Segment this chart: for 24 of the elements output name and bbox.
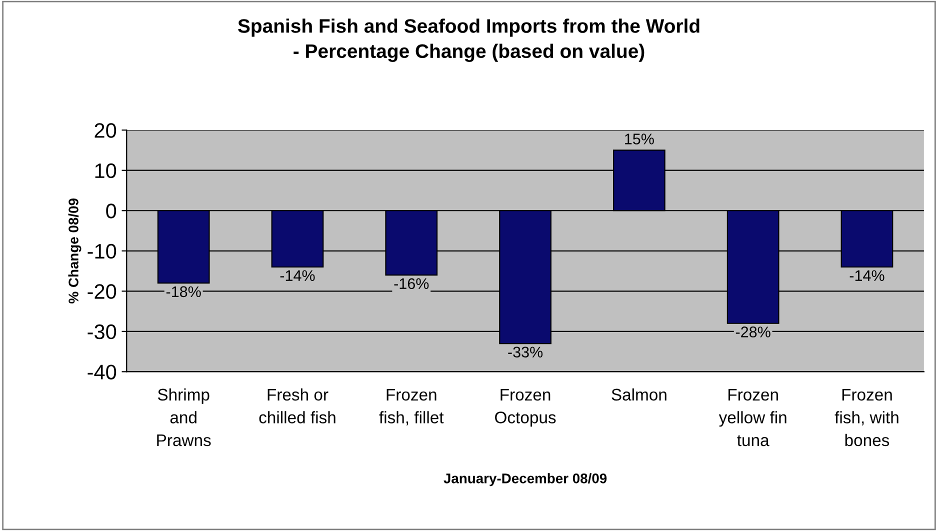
y-tick-label: 20 xyxy=(94,123,116,138)
x-tick-label: Frozen fish, fillet xyxy=(379,388,444,426)
data-label: -28% xyxy=(736,326,770,338)
x-tick-label: Salmon xyxy=(612,388,666,401)
x-tick-label: Shrimp and Prawns xyxy=(157,388,211,446)
x-axis-title: January-December 08/09 xyxy=(444,473,607,486)
x-tick-label: Frozen fish, with bones xyxy=(834,388,898,446)
y-tick-label: -10 xyxy=(88,244,116,259)
chart-title: Spanish Fish and Seafood Imports from the World - Percentage Change (based on value) xyxy=(238,18,700,62)
y-tick-label: 10 xyxy=(95,163,116,178)
y-tick-label: -30 xyxy=(88,324,116,340)
data-label: -18% xyxy=(166,286,201,298)
data-label: -16% xyxy=(394,278,429,290)
data-label: -14% xyxy=(280,270,315,281)
y-tick-label: -40 xyxy=(88,364,116,380)
x-tick-label: Fresh or chilled fish xyxy=(259,388,336,424)
x-tick-label: Frozen yellow fin tuna xyxy=(718,388,786,446)
data-label: -14% xyxy=(850,270,884,281)
y-tick-label: -20 xyxy=(88,284,116,299)
data-label: -33% xyxy=(508,346,543,358)
y-axis-title: % Change 08/09 xyxy=(68,198,82,304)
y-tick-label: 0 xyxy=(106,204,116,218)
x-tick-label: Frozen Octopus xyxy=(495,388,556,427)
data-label: 15% xyxy=(625,134,654,144)
